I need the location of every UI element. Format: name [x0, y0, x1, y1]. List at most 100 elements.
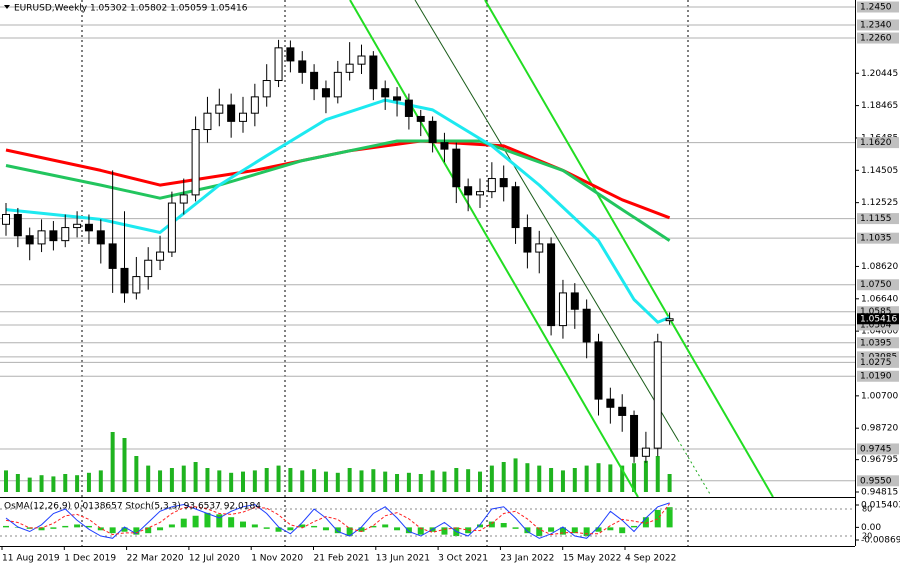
indicator-label: OsMA(12,26,9) 0.0138657 Stoch(5,3,3) 93.…: [4, 502, 261, 512]
volume-bar: [632, 463, 637, 492]
time-grid: [81, 0, 689, 546]
candle-body: [13, 213, 22, 237]
volume-bar: [27, 477, 32, 492]
candle-body: [381, 88, 390, 98]
volume-bar: [430, 470, 435, 492]
osma-bar: [559, 527, 566, 535]
osma-bar: [192, 515, 199, 528]
osma-bar: [654, 509, 661, 528]
candle-body: [499, 178, 508, 188]
osma-bar: [477, 524, 483, 528]
candle-body: [535, 243, 544, 253]
volume-bar: [15, 474, 20, 492]
candle-body: [73, 223, 82, 229]
moving-average: [5, 139, 671, 220]
osma-bar: [3, 525, 9, 528]
candle-body: [345, 63, 354, 73]
osma-bar: [405, 527, 412, 534]
candle-body: [179, 194, 188, 204]
chart-title: EURUSD,Weekly 1.05302 1.05802 1.05059 1.…: [14, 4, 248, 14]
volume-bar: [4, 470, 8, 492]
x-tick-label: 12 Jul 2020: [189, 554, 240, 564]
stoch-signal: [5, 503, 670, 536]
volume-bar: [134, 456, 139, 492]
osma-bar: [38, 527, 45, 531]
volume-bar: [371, 469, 376, 492]
osma-bar: [322, 527, 329, 531]
x-tick-label: 11 Aug 2019: [2, 554, 60, 564]
y-tick-label: 1.04660: [861, 327, 898, 337]
osma-bar: [666, 507, 673, 528]
osma-bar: [382, 524, 389, 528]
volume-bar: [51, 476, 56, 492]
osma-bar: [240, 521, 246, 528]
volume-bar: [146, 465, 151, 492]
candle-body: [25, 235, 34, 245]
candle-body: [167, 202, 176, 253]
osma-bar: [536, 527, 543, 537]
osma-bar: [311, 525, 318, 528]
x-tick-label: 23 Jan 2022: [500, 554, 554, 564]
x-tick-label: 15 May 2022: [563, 554, 622, 564]
osma-bar: [548, 527, 555, 532]
osma-bar: [121, 527, 128, 532]
volume-bar: [418, 474, 423, 492]
symbol-menu-icon[interactable]: [4, 5, 10, 9]
candle-body: [487, 178, 496, 193]
volume-bar: [158, 470, 163, 492]
y-tick-label: 0.94815: [861, 488, 898, 498]
level-label-box: [857, 19, 899, 31]
x-tick-label: 22 Mar 2020: [127, 554, 184, 564]
level-label-box: [857, 370, 899, 382]
candle-body: [393, 96, 402, 101]
osma-bar: [204, 512, 211, 528]
volume-bar: [323, 471, 328, 492]
candle-body: [144, 259, 153, 278]
level-label: 1.1155: [860, 214, 892, 224]
candles: [2, 39, 674, 463]
level-label-box: [857, 213, 899, 225]
volume-bar: [537, 465, 542, 492]
level-label: 0.9745: [860, 444, 892, 454]
osma-bar: [642, 517, 649, 528]
osma-bar: [488, 521, 495, 528]
candle-body: [120, 267, 129, 294]
osma-bar: [145, 527, 152, 534]
osma-bar: [180, 518, 187, 528]
candle-body: [594, 341, 603, 400]
candle-body: [357, 55, 366, 65]
osma-bar: [14, 527, 21, 528]
candle-body: [653, 341, 662, 449]
candle-body: [274, 47, 283, 82]
level-label: 1.0585: [860, 307, 892, 317]
volume-bar: [181, 465, 186, 492]
osma-bar: [74, 524, 81, 528]
y-tick-label: 1.18465: [861, 101, 898, 111]
candle-body: [452, 148, 461, 188]
level-label: 1.2260: [860, 34, 892, 44]
candle-body: [321, 88, 330, 98]
volume-bar: [241, 471, 245, 492]
osma-bar: [583, 527, 590, 537]
candle-body: [464, 186, 473, 196]
candle-body: [61, 227, 70, 242]
x-tick-label: 1 Nov 2020: [251, 554, 303, 564]
osma-bar: [133, 527, 140, 535]
osma-bar: [358, 527, 365, 532]
level-label: 1.0750: [860, 280, 892, 290]
y-tick-label: 1.12525: [861, 198, 898, 208]
channel-line: [484, 0, 774, 497]
candle-body: [227, 104, 236, 122]
osma-bar: [97, 527, 104, 531]
candle-body: [49, 230, 58, 242]
volume-bar: [549, 468, 554, 492]
osma-bar: [595, 527, 602, 532]
current-price-box: [857, 313, 899, 325]
x-tick-label: 4 Sep 2022: [625, 554, 676, 564]
x-tick-label: 13 Jun 2021: [376, 554, 430, 564]
candle-body: [547, 243, 556, 327]
osma-bar: [299, 524, 306, 528]
candle-body: [156, 251, 165, 261]
volume-bar: [264, 468, 269, 492]
